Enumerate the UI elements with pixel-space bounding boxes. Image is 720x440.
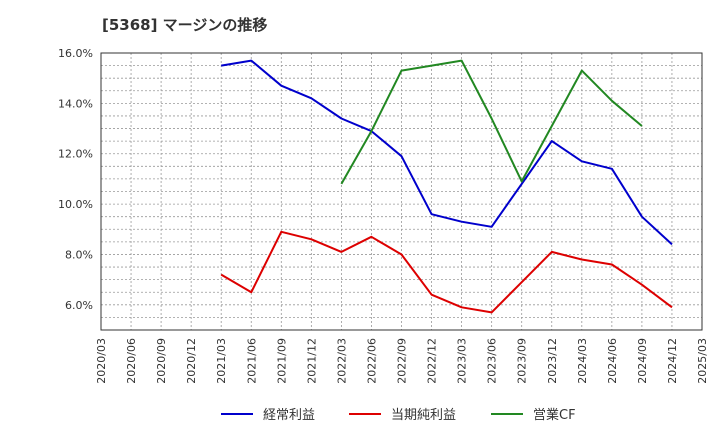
x-tick-label: 2022/06 [365, 338, 378, 384]
x-tick-label: 2020/12 [185, 338, 198, 384]
x-axis: 2020/03 2020/06 2020/09 2020/12 2021/03 2021/… [95, 338, 709, 384]
x-tick-label: 2023/03 [456, 338, 469, 384]
x-tick-label: 2020/09 [155, 338, 168, 384]
x-tick-label: 2024/03 [576, 338, 589, 384]
plot-frame [100, 52, 703, 331]
legend-label: 営業CF [533, 407, 576, 423]
series-lines [220, 59, 673, 314]
y-tick-label: 12.0% [58, 148, 93, 161]
x-tick-label: 2021/12 [305, 338, 318, 384]
x-tick-label: 2024/06 [606, 338, 619, 384]
x-tick-label: 2022/03 [335, 338, 348, 384]
grid [100, 52, 703, 331]
x-tick-label: 2023/06 [486, 338, 499, 384]
x-tick-label: 2025/03 [696, 338, 709, 384]
legend: 経常利益 当期純利益 営業CF [221, 407, 576, 423]
x-tick-label: 2020/03 [95, 338, 108, 384]
x-tick-label: 2022/12 [426, 338, 439, 384]
x-tick-label: 2021/03 [215, 338, 228, 384]
x-tick-label: 2024/09 [636, 338, 649, 384]
y-axis: 6.0% 8.0% 10.0% 12.0% 14.0% 16.0% [58, 47, 93, 312]
chart-title: [5368] マージンの推移 [102, 16, 268, 34]
y-tick-label: 10.0% [58, 198, 93, 211]
legend-label: 経常利益 [263, 408, 315, 423]
x-tick-label: 2024/12 [666, 338, 679, 384]
x-tick-label: 2023/09 [516, 338, 529, 384]
series-line-1 [220, 230, 673, 314]
x-tick-label: 2022/09 [396, 338, 409, 384]
y-tick-label: 14.0% [58, 97, 93, 110]
x-tick-label: 2021/09 [275, 338, 288, 384]
legend-label: 当期純利益 [391, 408, 456, 423]
y-tick-label: 8.0% [65, 248, 93, 261]
y-tick-label: 16.0% [58, 47, 93, 60]
x-tick-label: 2021/06 [245, 338, 258, 384]
x-tick-label: 2023/12 [546, 338, 559, 384]
y-tick-label: 6.0% [65, 299, 93, 312]
series-line-2 [340, 59, 643, 185]
x-tick-label: 2020/06 [125, 338, 138, 384]
series-line-0 [221, 59, 673, 246]
